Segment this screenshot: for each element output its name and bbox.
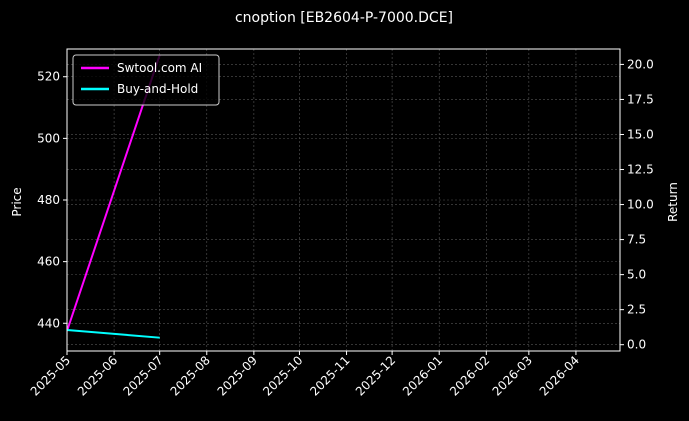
legend-label: Swtool.com AI bbox=[117, 61, 202, 75]
y-right-tick-label: 12.5 bbox=[627, 163, 654, 177]
x-tick-label: 2025-11 bbox=[307, 353, 352, 398]
x-tick-label: 2025-09 bbox=[215, 353, 260, 398]
y-right-tick-label: 0.0 bbox=[627, 338, 646, 352]
y-left-tick-label: 460 bbox=[37, 255, 60, 269]
y-left-tick-label: 520 bbox=[37, 70, 60, 84]
grid bbox=[66, 49, 620, 351]
y-axis-right-label: Return bbox=[666, 182, 680, 222]
y-right-tick-label: 15.0 bbox=[627, 127, 654, 141]
x-tick-label: 2025-10 bbox=[260, 353, 305, 398]
x-tick-label: 2025-12 bbox=[353, 353, 398, 398]
y-right-tick-label: 17.5 bbox=[627, 92, 654, 106]
y-left-tick-label: 480 bbox=[37, 193, 60, 207]
y-right-tick-label: 10.0 bbox=[627, 198, 654, 212]
x-tick-label: 2026-01 bbox=[400, 353, 445, 398]
x-tick-label: 2025-07 bbox=[120, 353, 165, 398]
chart-title: cnoption [EB2604-P-7000.DCE] bbox=[235, 10, 453, 26]
x-tick-label: 2025-06 bbox=[75, 353, 120, 398]
series-line-buy-and-hold bbox=[67, 328, 160, 339]
x-tick-label: 2025-05 bbox=[28, 353, 73, 398]
x-tick-label: 2026-03 bbox=[490, 353, 535, 398]
y-left-tick-label: 500 bbox=[37, 131, 60, 145]
legend-box bbox=[72, 54, 220, 106]
x-tick-label: 2026-02 bbox=[447, 353, 492, 398]
legend-label: Buy-and-Hold bbox=[117, 82, 198, 96]
x-tick-label: 2026-04 bbox=[537, 353, 582, 398]
y-axis-left-label: Price bbox=[10, 187, 24, 216]
y-right-tick-label: 2.5 bbox=[627, 303, 646, 317]
x-tick-label: 2025-08 bbox=[168, 353, 213, 398]
y-right-tick-label: 5.0 bbox=[627, 268, 646, 282]
legend: Swtool.com AI Buy-and-Hold bbox=[72, 54, 220, 106]
axes: 2025-05 2025-06 2025-07 2025-08 2025-09 2025-… bbox=[28, 57, 654, 398]
y-right-tick-label: 7.5 bbox=[627, 233, 646, 247]
y-right-tick-label: 20.0 bbox=[627, 57, 654, 71]
y-left-tick-label: 440 bbox=[37, 316, 60, 330]
